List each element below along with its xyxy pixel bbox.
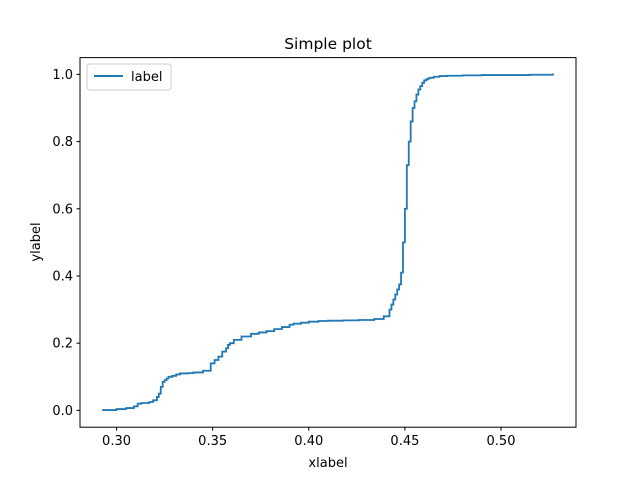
y-tick-label: 1.0 (52, 68, 73, 83)
chart-title: Simple plot (284, 35, 372, 53)
series-layer (102, 73, 554, 411)
y-tick-label: 0.4 (52, 270, 73, 285)
y-tick-label: 0.8 (52, 135, 73, 150)
x-tick-label: 0.50 (487, 434, 516, 449)
x-tick-label: 0.30 (102, 434, 131, 449)
y-axis-label: ylabel (29, 222, 44, 261)
y-tick-label: 0.6 (52, 202, 73, 217)
x-axis-ticks: 0.30 0.35 0.40 0.45 0.50 (102, 427, 515, 449)
legend: label (86, 63, 172, 91)
y-tick-label: 0.0 (52, 404, 73, 419)
legend-entry-label: label (131, 70, 162, 85)
x-tick-label: 0.45 (390, 434, 419, 449)
x-tick-label: 0.35 (198, 434, 227, 449)
plot-area (79, 57, 577, 428)
x-axis-label: xlabel (308, 456, 347, 471)
y-tick-label: 0.2 (52, 337, 73, 352)
axes-frame (79, 57, 577, 428)
x-tick-label: 0.40 (294, 434, 323, 449)
y-axis-ticks: 0.0 0.2 0.4 0.6 0.8 1.0 (52, 68, 80, 419)
legend-frame (86, 63, 172, 91)
series-line-0 (102, 73, 554, 411)
